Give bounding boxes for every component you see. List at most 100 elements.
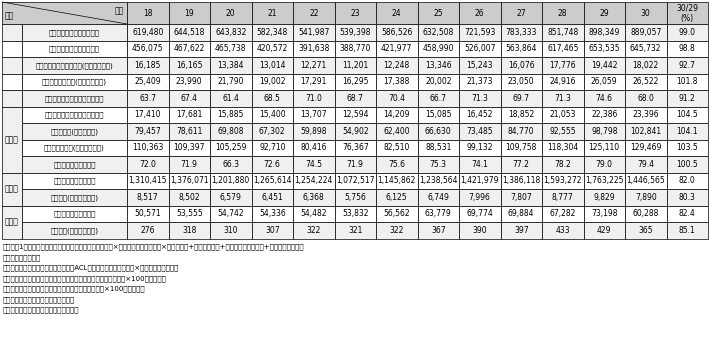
Bar [542, 222, 584, 239]
Bar [22, 57, 127, 73]
Bar [251, 41, 293, 57]
Bar [334, 205, 376, 222]
Text: 84,770: 84,770 [508, 127, 535, 136]
Bar [251, 189, 293, 205]
Text: 82.0: 82.0 [679, 176, 696, 185]
Text: 運　航　距　離（千キロ）: 運 航 距 離（千キロ） [49, 46, 100, 52]
Text: 421,977: 421,977 [381, 44, 413, 53]
Text: 27: 27 [516, 8, 526, 18]
Bar [584, 156, 625, 173]
Text: 54,742: 54,742 [217, 209, 244, 218]
Bar [584, 189, 625, 205]
Text: 99.0: 99.0 [679, 28, 696, 37]
Text: 12,594: 12,594 [342, 110, 368, 119]
Bar [584, 90, 625, 107]
Bar [417, 57, 459, 73]
Text: 582,348: 582,348 [256, 28, 288, 37]
Bar [584, 107, 625, 123]
Bar [251, 173, 293, 189]
Text: ２　利用可能トンキロとは、（ACL（各区間の許容搭載量）×大圏距離）をいう。: ２ 利用可能トンキロとは、（ACL（各区間の許容搭載量）×大圏距離）をいう。 [3, 264, 180, 271]
Text: 653,535: 653,535 [589, 44, 620, 53]
Bar [168, 173, 210, 189]
Text: ３　重量利用率とは、〔輸送トンキロ／利用可能トンキロ×100〕をいう。: ３ 重量利用率とは、〔輸送トンキロ／利用可能トンキロ×100〕をいう。 [3, 275, 167, 282]
Bar [584, 139, 625, 156]
Text: 109,758: 109,758 [506, 143, 537, 152]
Bar [459, 156, 501, 173]
Text: 318: 318 [182, 226, 197, 235]
Bar [501, 123, 542, 139]
Bar [22, 156, 127, 173]
Bar [542, 205, 584, 222]
Text: 851,748: 851,748 [547, 28, 579, 37]
Bar [584, 57, 625, 73]
Bar [501, 189, 542, 205]
Text: 80,416: 80,416 [300, 143, 327, 152]
Text: 632,508: 632,508 [422, 28, 454, 37]
Text: 20: 20 [226, 8, 236, 18]
Bar [168, 205, 210, 222]
Bar [667, 205, 708, 222]
Bar [542, 189, 584, 205]
Text: 75.6: 75.6 [388, 160, 405, 169]
Text: 889,057: 889,057 [630, 28, 662, 37]
Text: 53,832: 53,832 [342, 209, 368, 218]
Text: 63.7: 63.7 [139, 94, 156, 103]
Text: 1,265,614: 1,265,614 [253, 176, 292, 185]
Bar [210, 41, 251, 57]
Bar [459, 73, 501, 90]
Bar [127, 2, 168, 24]
Bar [168, 189, 210, 205]
Text: 586,526: 586,526 [381, 28, 413, 37]
Bar [625, 222, 667, 239]
Text: 617,465: 617,465 [547, 44, 579, 53]
Bar [625, 41, 667, 57]
Bar [168, 139, 210, 156]
Text: 23,050: 23,050 [508, 77, 535, 86]
Text: 433: 433 [555, 226, 570, 235]
Bar [501, 222, 542, 239]
Text: 21,790: 21,790 [217, 77, 244, 86]
Text: 16,165: 16,165 [176, 61, 202, 70]
Bar [417, 222, 459, 239]
Text: 77.2: 77.2 [513, 160, 530, 169]
Bar [2, 41, 22, 57]
Bar [625, 90, 667, 107]
Text: 539,398: 539,398 [339, 28, 371, 37]
Bar [127, 205, 168, 222]
Text: 100.5: 100.5 [677, 160, 698, 169]
Text: 6,368: 6,368 [303, 193, 324, 202]
Text: 68.0: 68.0 [638, 94, 654, 103]
Text: 78.2: 78.2 [555, 160, 571, 169]
Bar [376, 41, 417, 57]
Bar [501, 173, 542, 189]
Text: 63,779: 63,779 [425, 209, 452, 218]
Bar [127, 107, 168, 123]
Bar [127, 222, 168, 239]
Text: 88,531: 88,531 [425, 143, 452, 152]
Text: 390: 390 [472, 226, 487, 235]
Bar [293, 173, 334, 189]
Bar [417, 24, 459, 41]
Text: 79.0: 79.0 [596, 160, 613, 169]
Text: 467,622: 467,622 [173, 44, 205, 53]
Bar [2, 173, 22, 205]
Bar [22, 139, 127, 156]
Text: 座席利用率（　％　）: 座席利用率（ ％ ） [53, 161, 96, 168]
Text: 72.6: 72.6 [264, 160, 280, 169]
Bar [334, 173, 376, 189]
Bar [459, 107, 501, 123]
Bar [251, 222, 293, 239]
Text: 23: 23 [351, 8, 360, 18]
Bar [22, 173, 127, 189]
Bar [625, 139, 667, 156]
Bar [542, 41, 584, 57]
Bar [334, 139, 376, 156]
Bar [251, 139, 293, 156]
Bar [334, 189, 376, 205]
Bar [293, 57, 334, 73]
Bar [542, 90, 584, 107]
Bar [459, 173, 501, 189]
Bar [293, 90, 334, 107]
Text: 98.8: 98.8 [679, 44, 696, 53]
Text: 73,198: 73,198 [591, 209, 618, 218]
